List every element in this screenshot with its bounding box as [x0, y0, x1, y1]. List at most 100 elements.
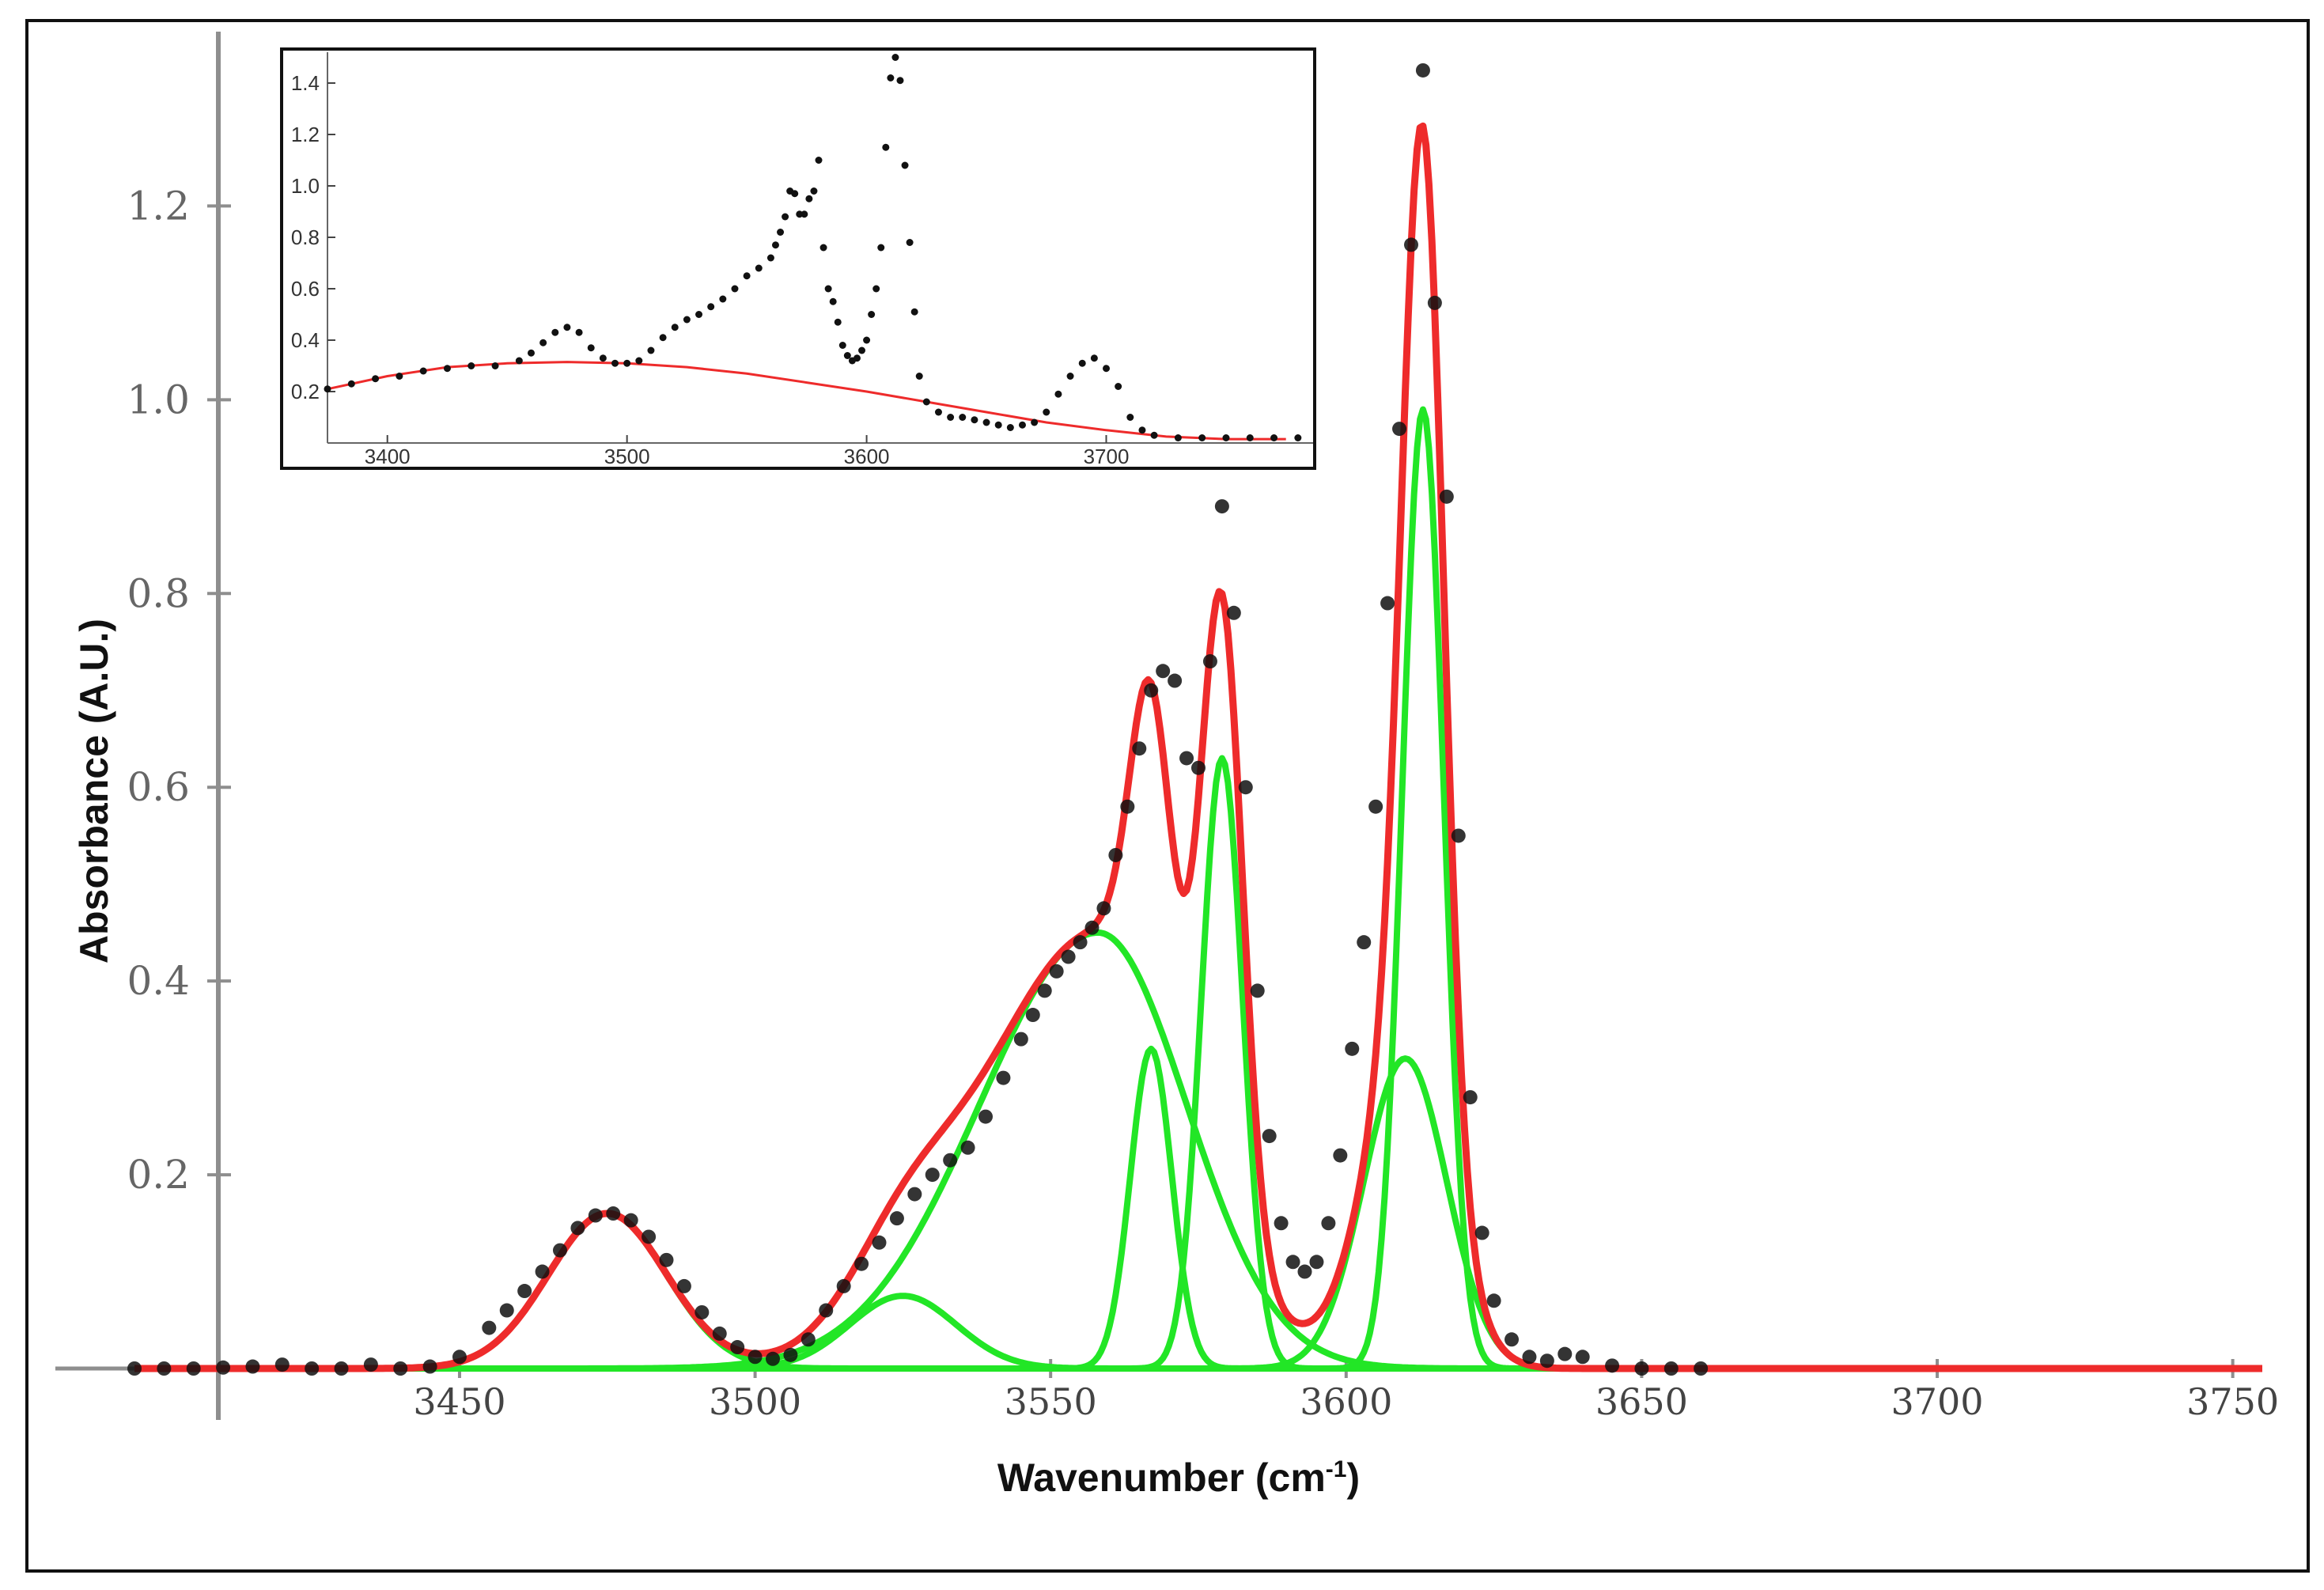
inset-data-point	[1018, 421, 1026, 429]
data-point	[1392, 422, 1407, 437]
inset-baseline-fit	[327, 361, 1286, 441]
x-tick-label: 3500	[709, 1380, 801, 1423]
inset-data-point	[563, 324, 571, 331]
inset-y-tick-label: 0.8	[291, 225, 320, 249]
inset-data-point	[1006, 424, 1014, 431]
data-point	[1404, 237, 1418, 252]
data-point	[1451, 828, 1466, 843]
data-point	[996, 1070, 1011, 1085]
inset-data-point	[1090, 354, 1098, 362]
inset-data-point	[771, 241, 779, 249]
data-point	[588, 1208, 603, 1223]
data-point	[553, 1243, 567, 1258]
data-point	[1474, 1225, 1489, 1240]
data-point	[1309, 1255, 1324, 1270]
data-point	[1132, 741, 1147, 756]
data-point	[1191, 760, 1206, 775]
data-point	[363, 1357, 378, 1372]
data-point	[642, 1229, 657, 1244]
inset-data-point	[819, 244, 827, 252]
inset-data-point	[922, 398, 930, 406]
inset-data-point	[868, 311, 876, 318]
y-tick-label: 1.0	[127, 377, 190, 422]
inset-data-point	[1078, 359, 1086, 367]
data-point	[1013, 1032, 1028, 1047]
data-point	[676, 1278, 691, 1293]
data-point	[499, 1303, 514, 1318]
inset-data-point	[731, 285, 739, 293]
inset-data-point	[853, 354, 861, 362]
data-point	[854, 1256, 869, 1271]
data-point	[1439, 489, 1454, 504]
inset-data-point	[707, 303, 715, 311]
data-point	[1380, 596, 1395, 611]
inset-data-point	[915, 373, 923, 380]
y-tick-label: 1.2	[127, 183, 190, 229]
inset-data-points	[324, 54, 1302, 441]
data-point	[1120, 799, 1135, 814]
inset-data-point	[824, 285, 832, 293]
data-point	[1368, 799, 1383, 814]
x-axis-title: Wavenumber (cm-1)	[997, 1456, 1360, 1500]
data-point	[730, 1340, 745, 1355]
inset-data-point	[1138, 426, 1146, 434]
data-point	[1049, 963, 1064, 979]
fit-components	[134, 406, 2263, 1372]
inset-data-point	[901, 161, 909, 169]
inset-data-point	[372, 375, 380, 383]
data-point	[1084, 920, 1100, 935]
data-point	[216, 1360, 231, 1375]
inset-data-point	[782, 213, 789, 221]
inset-data-point	[959, 414, 967, 421]
data-point	[517, 1284, 532, 1299]
inset-data-point	[1222, 434, 1230, 441]
data-point	[393, 1361, 408, 1376]
data-point	[1156, 664, 1171, 679]
inset-plot: 0.2 0.4 0.6 0.8 1.0 1.2 1.4 3400 3500 3600 3700	[280, 47, 1316, 470]
inset-data-point	[599, 354, 607, 362]
inset-data-point	[882, 143, 890, 151]
data-point	[1575, 1350, 1590, 1365]
data-point	[872, 1235, 887, 1250]
data-point	[1297, 1264, 1312, 1279]
inset-data-point	[891, 54, 899, 61]
inset-data-point	[777, 229, 785, 236]
x-tick-label: 3450	[413, 1380, 505, 1423]
inset-data-point	[1031, 418, 1039, 426]
inset-y-tick-label: 1.2	[291, 123, 320, 146]
inset-data-point	[887, 74, 895, 81]
x-axis-title-superscript: -1	[1326, 1456, 1347, 1482]
inset-data-point	[1103, 365, 1111, 373]
data-point	[1096, 901, 1111, 916]
inset-data-point	[1294, 434, 1302, 441]
inset-y-tick-label: 1.0	[291, 174, 320, 198]
inset-data-point	[838, 342, 846, 349]
data-point	[1463, 1090, 1478, 1105]
data-point	[1345, 1041, 1360, 1056]
inset-data-point	[647, 346, 655, 354]
data-point	[570, 1221, 585, 1236]
main-plot: 0.20.40.60.81.01.2 3450 3500 3550 3600 3650 3…	[55, 32, 2279, 1423]
inset-data-point	[815, 157, 823, 164]
x-tick-label: 3750	[2186, 1380, 2279, 1423]
inset-x-tick-label: 3700	[1084, 445, 1130, 468]
inset-data-point	[1174, 434, 1182, 441]
x-axis-title-close: )	[1346, 1456, 1360, 1500]
data-point	[1214, 499, 1229, 514]
data-point	[1539, 1353, 1554, 1369]
inset-data-point	[587, 344, 595, 352]
inset-data-point	[910, 308, 918, 316]
inset-data-point	[872, 285, 880, 293]
data-point	[1522, 1350, 1537, 1365]
data-point	[1262, 1129, 1277, 1144]
inset-data-point	[791, 190, 799, 198]
inset-tick-group: 0.2 0.4 0.6 0.8 1.0 1.2 1.4 3400 3500 3600 3700	[291, 71, 1130, 468]
data-point	[1357, 935, 1372, 950]
data-point	[907, 1187, 922, 1202]
data-point	[623, 1213, 638, 1228]
inset-data-point	[515, 357, 523, 365]
inset-data-point	[347, 380, 355, 388]
data-point	[1168, 673, 1183, 688]
data-point	[1664, 1361, 1679, 1376]
inset-data-point	[539, 339, 547, 346]
